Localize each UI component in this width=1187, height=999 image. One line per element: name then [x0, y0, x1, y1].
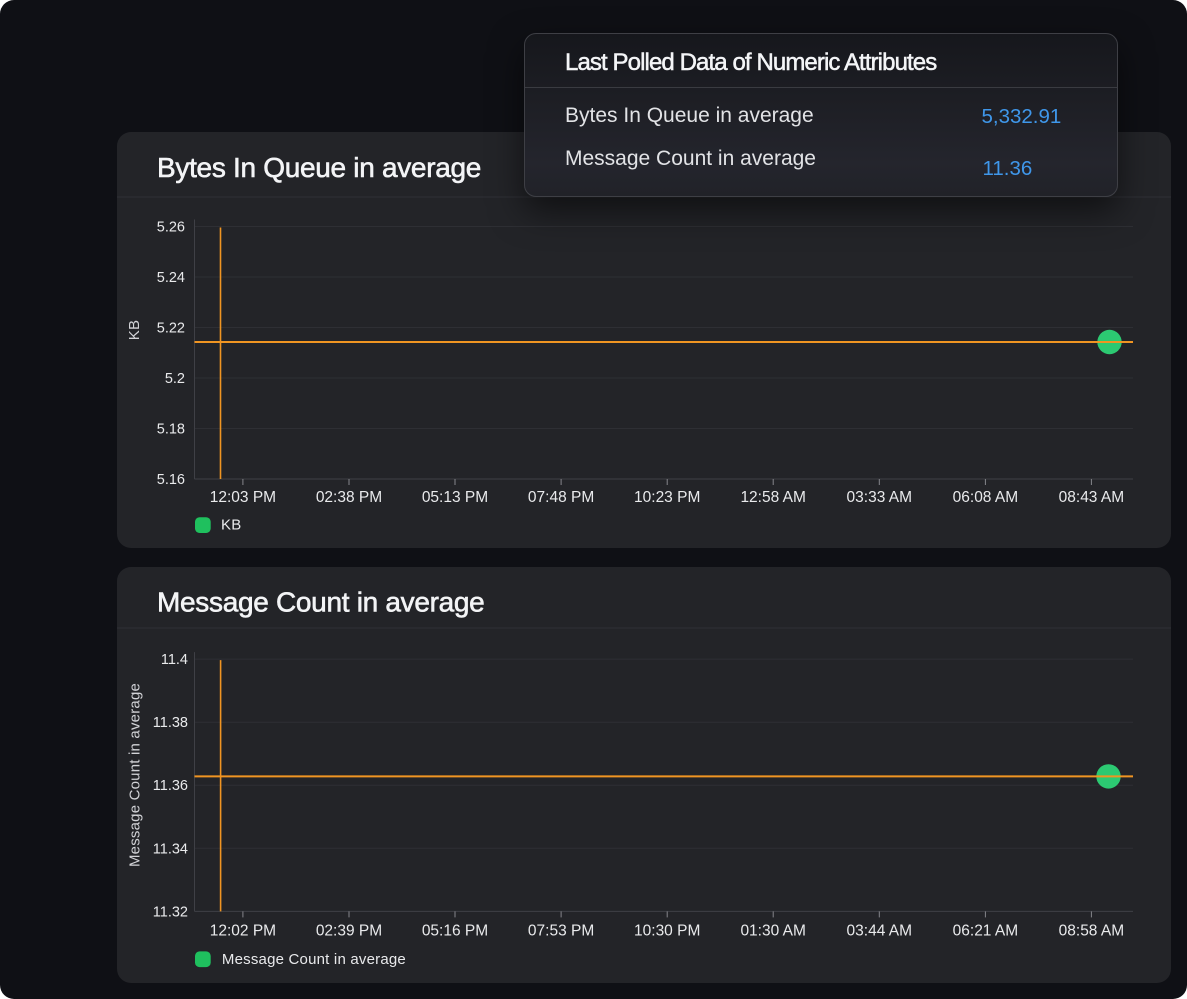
svg-text:07:48 PM: 07:48 PM [528, 489, 594, 506]
svg-text:11.34: 11.34 [153, 841, 188, 857]
svg-text:08:58 AM: 08:58 AM [1059, 923, 1125, 940]
svg-text:Bytes In Queue in average: Bytes In Queue in average [157, 152, 481, 183]
svg-text:06:21 AM: 06:21 AM [953, 923, 1019, 940]
svg-text:KB: KB [221, 517, 241, 534]
svg-text:03:33 AM: 03:33 AM [847, 489, 913, 506]
svg-text:5.24: 5.24 [157, 270, 185, 286]
svg-text:02:39 PM: 02:39 PM [316, 923, 382, 940]
svg-text:5.18: 5.18 [157, 422, 185, 438]
svg-text:12:02 PM: 12:02 PM [210, 923, 276, 940]
svg-text:Message Count in average: Message Count in average [157, 587, 484, 618]
svg-text:03:44 AM: 03:44 AM [847, 923, 913, 940]
svg-text:05:13 PM: 05:13 PM [422, 489, 488, 506]
svg-text:5.26: 5.26 [157, 220, 185, 236]
svg-text:Message Count in average: Message Count in average [127, 683, 144, 867]
svg-text:06:08 AM: 06:08 AM [953, 489, 1019, 506]
svg-text:11.38: 11.38 [153, 715, 188, 731]
svg-text:5.22: 5.22 [157, 321, 185, 337]
svg-text:11.4: 11.4 [161, 652, 188, 668]
svg-text:10:23 PM: 10:23 PM [634, 489, 700, 506]
svg-text:5.2: 5.2 [165, 371, 185, 387]
svg-text:11.36: 11.36 [153, 778, 188, 794]
svg-text:05:16 PM: 05:16 PM [422, 923, 488, 940]
svg-text:11.32: 11.32 [153, 904, 188, 920]
svg-text:08:43 AM: 08:43 AM [1059, 489, 1125, 506]
svg-text:10:30 PM: 10:30 PM [634, 923, 700, 940]
svg-text:12:03 PM: 12:03 PM [210, 489, 276, 506]
svg-text:02:38 PM: 02:38 PM [316, 489, 382, 506]
svg-text:Message Count in average: Message Count in average [222, 951, 406, 968]
svg-text:07:53 PM: 07:53 PM [528, 923, 594, 940]
svg-text:12:58 AM: 12:58 AM [740, 489, 806, 506]
svg-text:01:30 AM: 01:30 AM [740, 923, 806, 940]
svg-text:5.16: 5.16 [157, 472, 185, 488]
svg-text:KB: KB [126, 320, 143, 340]
